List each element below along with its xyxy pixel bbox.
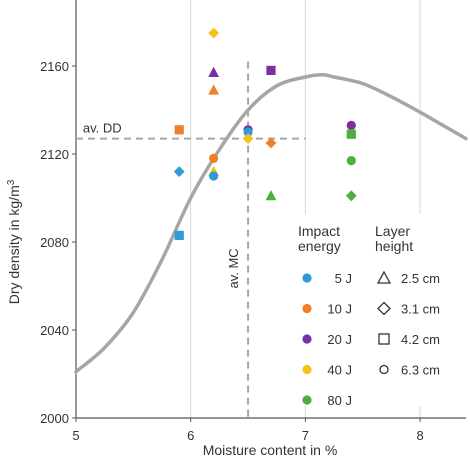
y-tick-label: 2080 <box>40 235 69 250</box>
legend-height-label: 3.1 cm <box>401 302 440 317</box>
legend-energy-label: 10 J <box>327 302 352 317</box>
data-point <box>242 133 254 144</box>
data-point <box>346 129 356 139</box>
data-point <box>174 125 184 135</box>
y-tick-label: 2000 <box>40 411 69 426</box>
legend-height-items: 2.5 cm 3.1 cm 4.2 cm 6.3 cm <box>376 270 440 378</box>
legend-energy-label: 5 J <box>335 271 352 286</box>
legend-height-marker <box>378 333 390 345</box>
legend-energy-marker <box>302 334 312 344</box>
data-point <box>346 156 356 166</box>
y-axis-title-main: Dry density in kg/m <box>6 185 22 304</box>
legend-height-label: 4.2 cm <box>401 332 440 347</box>
x-tick-label: 5 <box>72 428 79 443</box>
data-point <box>346 120 356 130</box>
legend-energy-items: 5 J 10 J 20 J 40 J 80 J <box>302 271 352 408</box>
avg-dd-label: av. DD <box>83 121 122 136</box>
x-tick-label: 8 <box>417 428 424 443</box>
legend-energy-label: 80 J <box>327 393 352 408</box>
data-point <box>208 66 220 77</box>
legend-energy-label: 20 J <box>327 332 352 347</box>
legend-height-label: 2.5 cm <box>401 271 440 286</box>
legend-energy-title-line1: Impact <box>298 223 340 239</box>
legend-energy-marker <box>302 273 312 283</box>
data-point <box>345 190 357 202</box>
legend-height-title-line2: height <box>375 238 413 254</box>
legend-energy-marker <box>302 303 312 314</box>
axes <box>72 0 466 422</box>
data-point <box>209 153 219 163</box>
legend: Impact energy Layer height 5 J 10 J 20 J 40… <box>289 214 465 408</box>
y-tick-label: 2160 <box>40 59 69 74</box>
reference-lines <box>76 61 306 418</box>
legend-energy-label: 40 J <box>327 363 352 378</box>
compaction-curve <box>74 73 468 374</box>
y-tick-label: 2040 <box>40 323 69 338</box>
legend-energy-title-line2: energy <box>298 238 341 254</box>
avg-mc-label: av. MC <box>226 248 241 288</box>
legend-height-marker <box>376 270 392 284</box>
legend-energy-marker <box>302 395 312 405</box>
x-tick-label: 7 <box>302 428 309 443</box>
data-point <box>174 230 184 240</box>
data-point <box>265 137 277 149</box>
data-point <box>208 84 220 95</box>
legend-height-title-line1: Layer <box>375 223 410 239</box>
y-axis-title-superscript: 3 <box>6 179 17 185</box>
data-point <box>173 166 185 177</box>
legend-box <box>289 214 465 406</box>
data-point <box>243 127 253 137</box>
x-tick-labels: 5 6 7 8 <box>72 428 423 443</box>
data-point <box>266 65 276 75</box>
x-axis-title: Moisture content in % <box>203 442 338 458</box>
legend-height-label: 6.3 cm <box>401 363 440 378</box>
legend-energy-marker <box>302 364 312 375</box>
y-tick-label: 2120 <box>40 147 69 162</box>
y-axis-title: Dry density in kg/m3 <box>6 179 23 304</box>
legend-height-marker <box>377 301 391 316</box>
data-point <box>265 190 277 201</box>
data-point <box>208 27 220 39</box>
x-tick-label: 6 <box>187 428 194 443</box>
data-point <box>209 171 219 181</box>
legend-height-marker <box>379 364 389 375</box>
data-points <box>173 27 357 240</box>
y-tick-labels: 2000 2040 2080 2120 2160 <box>40 59 69 426</box>
